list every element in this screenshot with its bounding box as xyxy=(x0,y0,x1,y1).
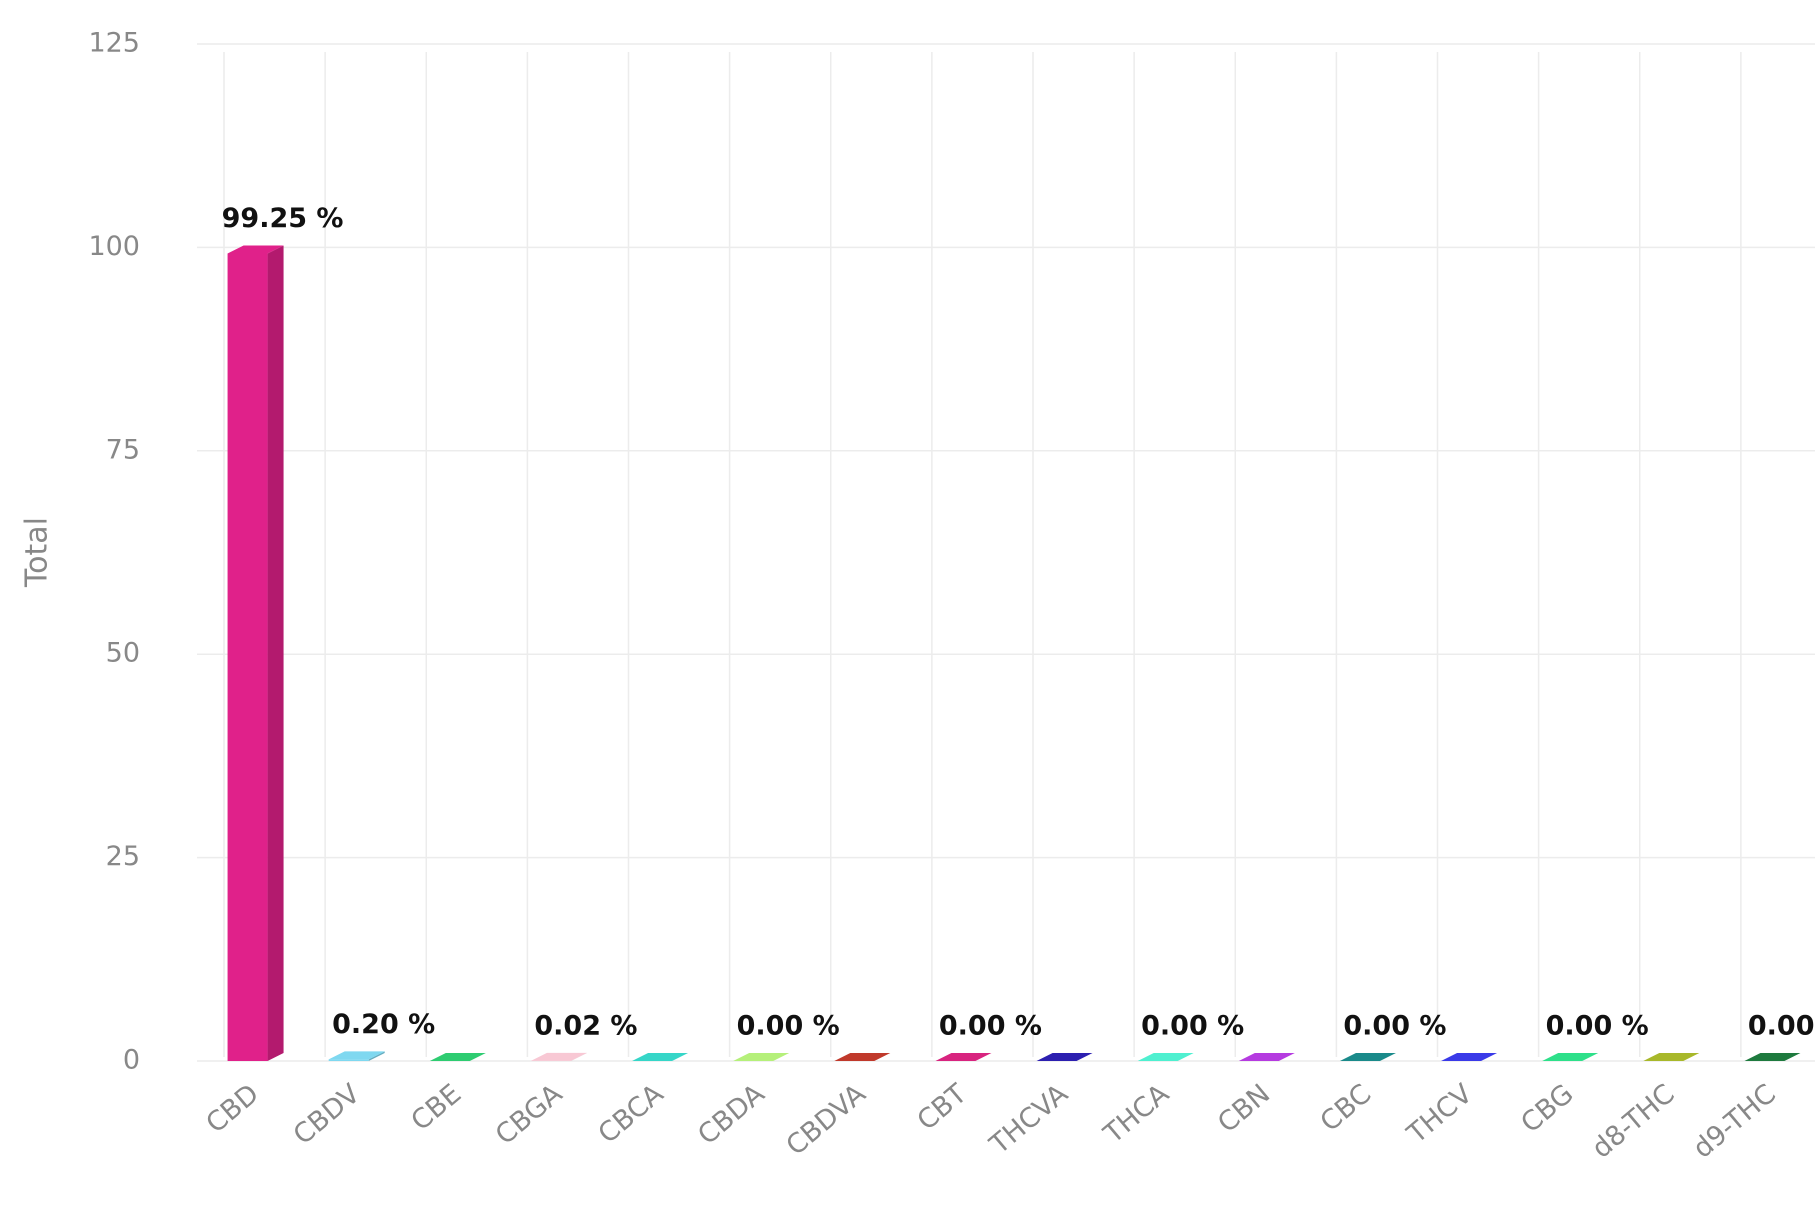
data-label: 0.00 % xyxy=(1141,1011,1244,1042)
x-tick-label: CBN xyxy=(1212,1078,1276,1139)
x-tick-label: THCV xyxy=(1401,1078,1479,1150)
bar-top xyxy=(1339,1053,1396,1061)
x-tick-label: CBE xyxy=(406,1078,468,1137)
x-tick-label: CBT xyxy=(912,1078,974,1137)
bar-top xyxy=(632,1053,689,1061)
y-tick-label: 25 xyxy=(106,841,140,872)
data-label: 0.00 % xyxy=(1343,1011,1446,1042)
bar-top xyxy=(1542,1053,1599,1061)
bar-side xyxy=(368,1051,385,1061)
bar-top xyxy=(227,245,284,254)
data-label: 0.00 % xyxy=(737,1011,840,1042)
bar-side xyxy=(570,1052,587,1061)
x-tick-label: CBGA xyxy=(490,1078,569,1151)
x-tick-label: CBDV xyxy=(288,1078,367,1151)
bar xyxy=(227,253,268,1061)
data-label: 0.02 % xyxy=(534,1010,637,1041)
y-tick-label: 125 xyxy=(88,28,140,59)
bar-top xyxy=(834,1053,891,1061)
x-tick-label: CBC xyxy=(1315,1078,1378,1138)
bar-top xyxy=(328,1051,385,1060)
x-tick-label: CBCA xyxy=(593,1078,670,1150)
x-tick-label: CBD xyxy=(200,1078,264,1139)
x-tick-label: CBG xyxy=(1515,1078,1579,1139)
x-tick-label: THCVA xyxy=(984,1078,1075,1161)
data-label: 0.00 % xyxy=(1546,1011,1649,1042)
bar-top xyxy=(935,1053,992,1061)
y-tick-label: 100 xyxy=(88,231,140,262)
x-tick-label: CBDA xyxy=(692,1078,771,1151)
bar-top xyxy=(733,1053,790,1061)
bar-top xyxy=(429,1053,486,1061)
data-label: 0.00 % xyxy=(1748,1011,1820,1042)
y-tick-label: 75 xyxy=(106,434,140,465)
bar-top xyxy=(1643,1053,1700,1061)
bar-top xyxy=(1137,1053,1194,1061)
x-tick-label: THCA xyxy=(1098,1078,1176,1150)
bar-top xyxy=(1744,1053,1801,1061)
bar-top xyxy=(1036,1053,1093,1061)
bar-top xyxy=(1238,1053,1295,1061)
bar-side xyxy=(267,245,284,1061)
bar-top xyxy=(1441,1053,1498,1061)
y-tick-label: 0 xyxy=(123,1045,140,1076)
x-tick-label: d8-THC xyxy=(1586,1078,1680,1164)
y-axis-label: Total xyxy=(20,517,55,588)
x-tick-label: d9-THC xyxy=(1687,1078,1781,1164)
bar-top xyxy=(530,1052,587,1061)
data-label: 0.00 % xyxy=(939,1011,1042,1042)
data-label: 0.20 % xyxy=(332,1009,435,1040)
x-tick-label: CBDVA xyxy=(781,1078,873,1162)
data-label: 99.25 % xyxy=(222,203,344,234)
y-tick-label: 50 xyxy=(106,638,140,669)
bar xyxy=(328,1059,369,1061)
